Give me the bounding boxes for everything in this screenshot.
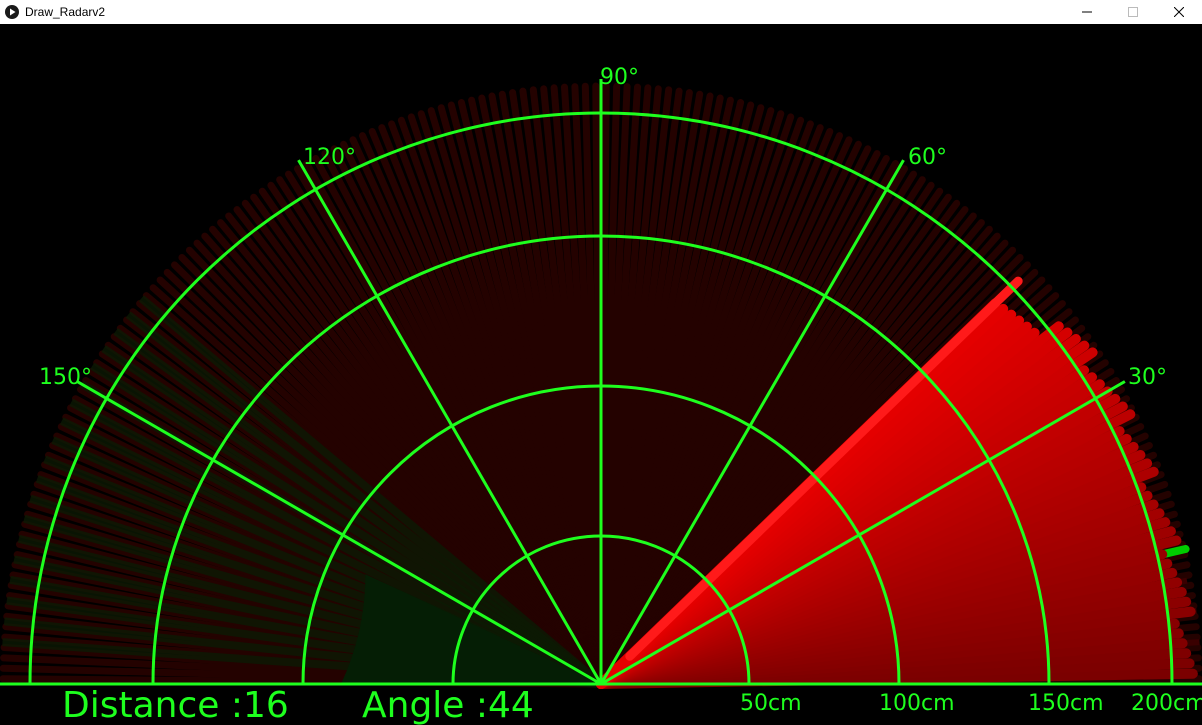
maximize-button[interactable] (1110, 0, 1156, 24)
radar-labels: 30° 60° 90° 120° 150° 50cm 100cm 150cm 2… (39, 65, 1202, 725)
distance-readout: Distance :16 (62, 685, 289, 725)
sweep-layer (596, 276, 1198, 689)
angle-label-30: 30° (1128, 365, 1167, 390)
radar-display: 30° 60° 90° 120° 150° 50cm 100cm 150cm 2… (0, 24, 1202, 725)
angle-line-60 (599, 159, 905, 685)
current-sweep-line (625, 276, 1023, 661)
past-detection-sector (341, 574, 601, 684)
angle-line-30 (600, 380, 1126, 686)
range-label-200cm: 200cm (1131, 691, 1202, 716)
window-title: Draw_Radarv2 (25, 5, 106, 19)
angle-label-150: 150° (39, 365, 92, 390)
close-icon (1174, 7, 1184, 17)
close-button[interactable] (1156, 0, 1202, 24)
angle-label-90: 90° (600, 65, 639, 90)
range-label-150cm: 150cm (1028, 691, 1104, 716)
radar-canvas: 30° 60° 90° 120° 150° 50cm 100cm 150cm 2… (0, 65, 1202, 725)
title-bar: Draw_Radarv2 (0, 0, 1202, 24)
angle-line-150 (76, 380, 602, 686)
play-icon (5, 5, 19, 19)
minimize-icon (1082, 11, 1092, 13)
angle-line-120 (297, 159, 603, 685)
maximize-icon (1128, 7, 1138, 17)
minimize-button[interactable] (1064, 0, 1110, 24)
angle-label-60: 60° (908, 145, 947, 170)
radar-grid (0, 79, 1202, 686)
range-label-50cm: 50cm (740, 691, 802, 716)
angle-label-120: 120° (303, 145, 356, 170)
range-label-100cm: 100cm (879, 691, 955, 716)
angle-readout: Angle :44 (362, 685, 534, 725)
